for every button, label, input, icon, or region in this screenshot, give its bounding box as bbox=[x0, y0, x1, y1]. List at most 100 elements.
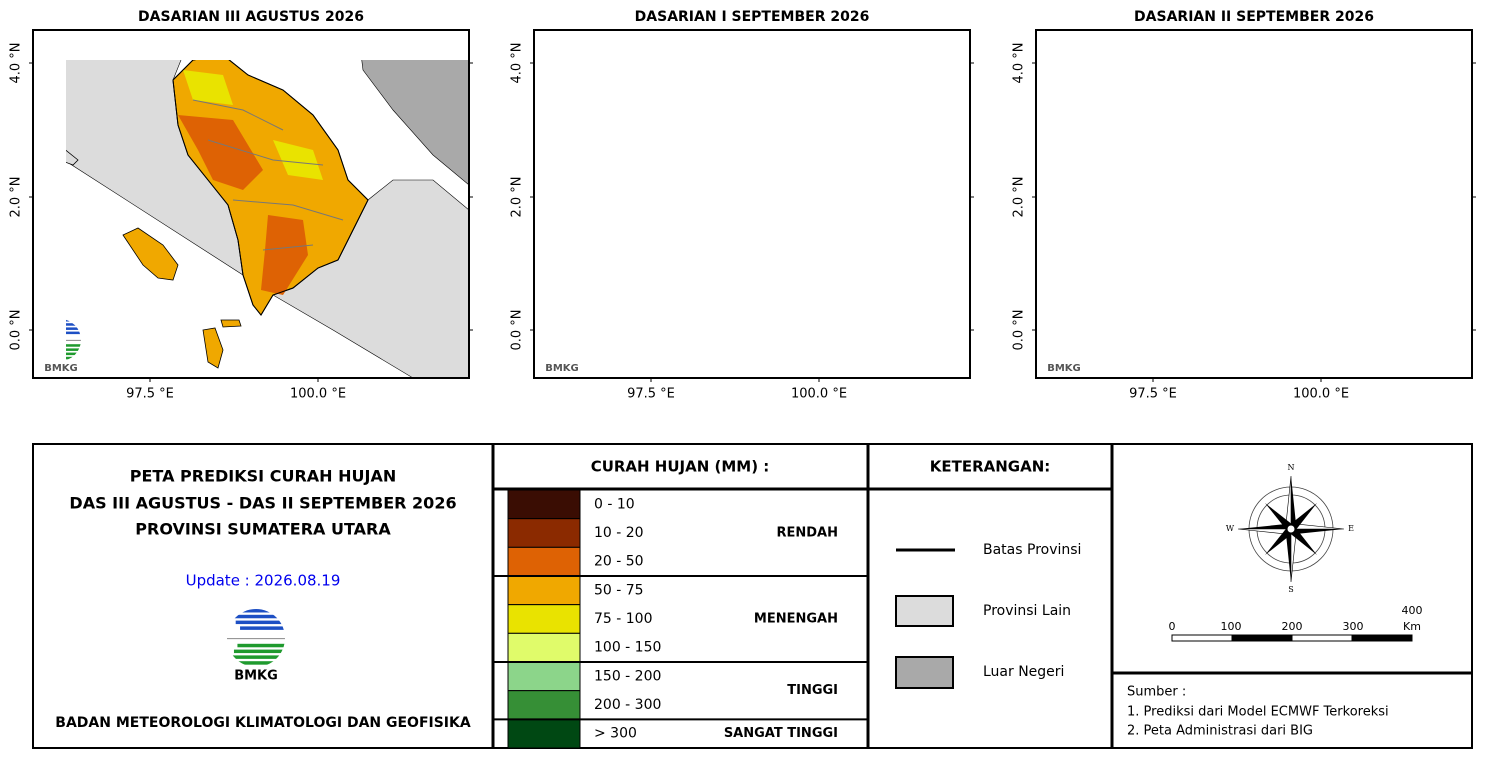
rainfall-zones bbox=[178, 70, 323, 295]
keterangan-item: Luar Negeri bbox=[983, 664, 1064, 680]
update: Update : 2026.08.19 bbox=[186, 572, 341, 590]
legend-swatch bbox=[507, 518, 581, 548]
rainfall-zone bbox=[674, 80, 714, 120]
legend-swatch bbox=[507, 690, 581, 720]
source-line: 2. Peta Administrasi dari BIG bbox=[1127, 724, 1313, 739]
logo-stripe bbox=[66, 348, 81, 351]
scale-label: 400 bbox=[1402, 604, 1423, 617]
rainfall-zone bbox=[774, 215, 832, 240]
logo-stripe bbox=[227, 609, 285, 613]
logo-bg bbox=[1042, 319, 1084, 361]
rainfall-zone bbox=[1176, 80, 1221, 105]
logo-label: BMKG bbox=[545, 363, 579, 374]
other-province bbox=[774, 180, 970, 378]
province-area bbox=[1176, 55, 1371, 315]
map-content bbox=[534, 30, 970, 378]
map-title: DASARIAN II SEPTEMBER 2026 bbox=[1134, 9, 1374, 25]
logo-stripe bbox=[235, 620, 285, 625]
rainfall-zone bbox=[178, 115, 263, 190]
logo-stripe bbox=[66, 327, 81, 330]
legend-label: 0 - 10 bbox=[594, 496, 635, 512]
legend-label: 10 - 20 bbox=[594, 525, 644, 541]
scale-label: 0 bbox=[1169, 620, 1176, 633]
scale-label: 100 bbox=[1221, 620, 1242, 633]
province-outline bbox=[172, 60, 369, 316]
regency-borders bbox=[1196, 100, 1346, 250]
legend-swatch bbox=[507, 489, 581, 520]
logo-stripe bbox=[240, 626, 285, 630]
source-line: 1. Prediksi dari Model ECMWF Terkoreksi bbox=[1127, 705, 1389, 720]
info-frame bbox=[32, 443, 1473, 749]
legend-label: 100 - 150 bbox=[594, 640, 661, 656]
logo-stripe bbox=[543, 323, 585, 326]
logo-stripes bbox=[227, 609, 285, 667]
other-province bbox=[1036, 30, 1246, 275]
x-tick-label: 97.5 °E bbox=[627, 387, 675, 402]
legend-group: SANGAT TINGGI bbox=[724, 726, 838, 741]
keterangan-item: Provinsi Lain bbox=[983, 603, 1071, 619]
x-tick-label: 97.5 °E bbox=[126, 387, 174, 402]
regency-borders bbox=[694, 100, 844, 250]
x-tick-label: 97.5 °E bbox=[1129, 387, 1177, 402]
province-outline bbox=[674, 55, 869, 315]
logo-stripe bbox=[548, 344, 590, 347]
island bbox=[722, 320, 742, 327]
rainfall-zones bbox=[674, 80, 834, 270]
island bbox=[220, 319, 242, 328]
map-panel: BMKG DASARIAN II SEPTEMBER 2026 4.0 °N 2.0 … bbox=[1012, 9, 1476, 402]
logo-stripe bbox=[1050, 344, 1092, 347]
other-province-symbol bbox=[895, 595, 954, 627]
logo-label: BMKG bbox=[1047, 363, 1081, 374]
legend-swatch bbox=[507, 661, 581, 692]
map-content bbox=[1036, 30, 1472, 378]
legend-swatch bbox=[507, 632, 581, 663]
legend-group: TINGGI bbox=[787, 683, 838, 698]
header-line: PETA PREDIKSI CURAH HUJAN bbox=[130, 467, 396, 486]
rainfall-zone bbox=[739, 200, 834, 270]
logo-stripe bbox=[1048, 327, 1090, 330]
rainfall-zones bbox=[1176, 80, 1336, 270]
keterangan-title: KETERANGAN: bbox=[930, 458, 1051, 476]
foreign-land bbox=[1361, 30, 1472, 185]
rainfall-zone bbox=[261, 215, 308, 295]
header-line: PROVINSI SUMATERA UTARA bbox=[135, 520, 391, 539]
logo-bg bbox=[540, 319, 582, 361]
legend-label: 200 - 300 bbox=[594, 697, 661, 713]
y-tick-label: 0.0 °N bbox=[1012, 309, 1027, 350]
logo-stripe bbox=[540, 357, 582, 360]
legend-label: > 300 bbox=[594, 726, 637, 742]
y-tick-label: 0.0 °N bbox=[510, 309, 525, 350]
legend-swatch bbox=[507, 575, 581, 606]
scale-label: 200 bbox=[1282, 620, 1303, 633]
logo-stripe bbox=[237, 643, 285, 648]
legend-label: 20 - 50 bbox=[594, 554, 644, 570]
island bbox=[1206, 328, 1226, 368]
other-province bbox=[1276, 180, 1472, 378]
legend-swatch bbox=[507, 604, 581, 634]
logo-stripe bbox=[545, 348, 587, 351]
legend-group: RENDAH bbox=[776, 526, 838, 541]
province-outline bbox=[1176, 55, 1371, 315]
y-tick-label: 2.0 °N bbox=[1012, 176, 1027, 217]
rainfall-zone bbox=[684, 125, 769, 210]
rainfall-zone bbox=[273, 140, 323, 180]
logo bbox=[1042, 319, 1093, 361]
legend-title: CURAH HUJAN (MM) : bbox=[591, 458, 770, 476]
island bbox=[1126, 228, 1181, 280]
island bbox=[704, 328, 724, 368]
map-title: DASARIAN III AGUSTUS 2026 bbox=[138, 9, 364, 25]
map-title: DASARIAN I SEPTEMBER 2026 bbox=[635, 9, 870, 25]
logo-stripe bbox=[546, 327, 588, 330]
x-tick-label: 100.0 °E bbox=[791, 387, 847, 402]
scale-unit: Km bbox=[1403, 620, 1421, 633]
y-tick-label: 4.0 °N bbox=[1012, 42, 1027, 83]
compass-label: S bbox=[1288, 585, 1293, 594]
logo-stripe bbox=[1047, 348, 1089, 351]
legend-swatch bbox=[507, 718, 581, 749]
foreign-land bbox=[361, 60, 470, 186]
map-content bbox=[66, 60, 470, 379]
sea bbox=[534, 30, 970, 378]
island bbox=[66, 149, 79, 166]
y-tick-label: 0.0 °N bbox=[9, 309, 24, 350]
logo-stripes bbox=[1042, 319, 1093, 361]
